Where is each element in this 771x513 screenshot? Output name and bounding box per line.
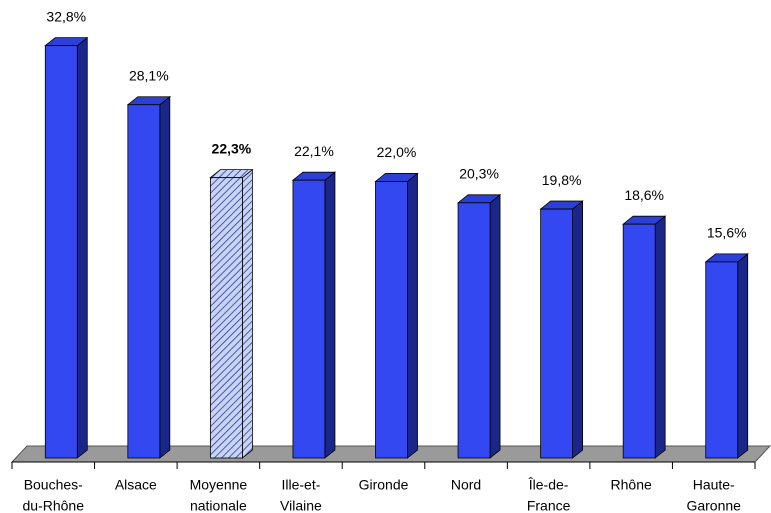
value-label: 22,0% <box>377 144 417 160</box>
x-tick-label: Rhône <box>611 477 652 493</box>
value-label: 18,6% <box>624 187 664 203</box>
bar <box>44 45 78 459</box>
bar-side <box>324 171 336 459</box>
x-tick-label: Île-de- <box>528 477 569 493</box>
value-label: 19,8% <box>542 172 582 188</box>
bar <box>375 181 408 459</box>
bar <box>622 223 656 459</box>
value-label: 20,3% <box>459 166 499 182</box>
x-tick-label: Bouches- <box>24 477 83 493</box>
bar-side <box>654 215 666 459</box>
bar <box>705 261 739 459</box>
x-tick-label: Nord <box>451 477 481 493</box>
bar-side <box>572 200 584 459</box>
x-tick-label: Haute- <box>693 477 735 493</box>
bar <box>209 177 243 459</box>
bar <box>292 179 326 459</box>
value-label: 28,1% <box>129 67 169 83</box>
value-label: 32,8% <box>46 8 86 24</box>
bar-side <box>159 95 171 459</box>
bar-side <box>489 193 501 459</box>
bar <box>540 208 574 459</box>
x-tick-label: Gironde <box>359 477 409 493</box>
x-tick-label: Garonne <box>686 498 741 513</box>
x-tick-label: France <box>527 498 571 513</box>
value-label: 22,3% <box>212 140 252 156</box>
bar <box>127 104 161 459</box>
x-tick-label: nationale <box>190 498 247 513</box>
x-tick-label: du-Rhône <box>23 498 85 513</box>
x-tick-label: Ille-et- <box>281 477 320 493</box>
bar-side <box>737 253 749 459</box>
bar-side <box>407 172 418 459</box>
bar-side <box>76 36 88 459</box>
bar <box>457 202 491 459</box>
x-tick-label: Vilaine <box>280 498 322 513</box>
x-tick-label: Alsace <box>115 477 157 493</box>
value-label: 22,1% <box>294 143 334 159</box>
x-tick-label: Moyenne <box>190 477 248 493</box>
value-label: 15,6% <box>707 225 747 241</box>
bar-side <box>241 168 253 459</box>
